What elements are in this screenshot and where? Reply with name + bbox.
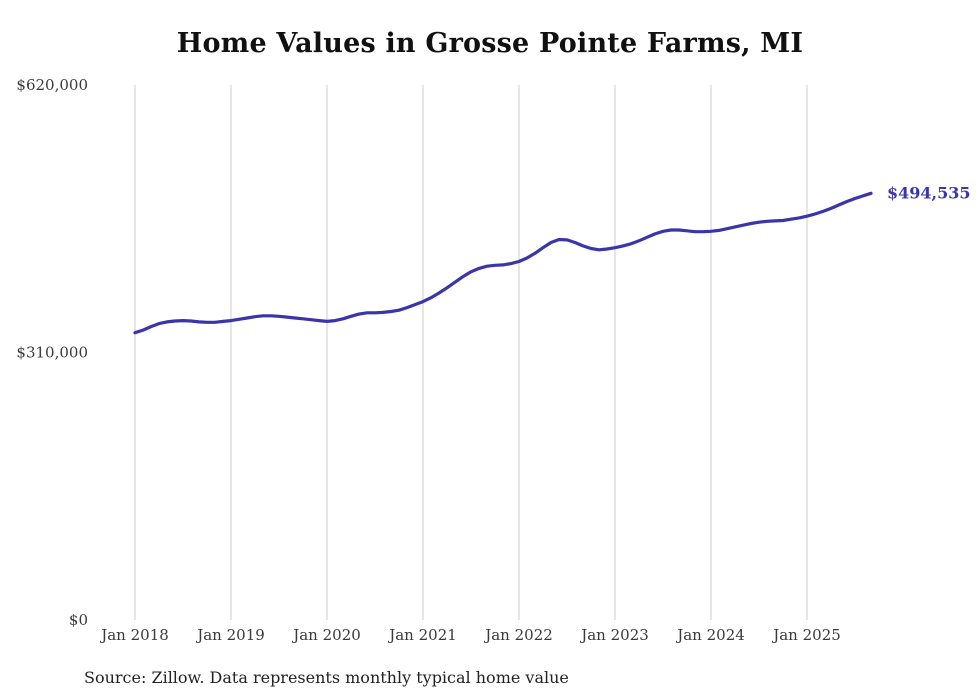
x-tick-label: Jan 2021 (387, 626, 457, 644)
home-value-line (133, 191, 873, 335)
x-tick-label: Jan 2023 (579, 626, 649, 644)
x-tick-label: Jan 2019 (195, 626, 265, 644)
x-tick-label: Jan 2018 (99, 626, 169, 644)
end-value-label: $494,535 (887, 183, 971, 202)
x-tick-label: Jan 2020 (291, 626, 361, 644)
chart-title: Home Values in Grosse Pointe Farms, MI (176, 28, 804, 59)
y-tick-label: $310,000 (16, 344, 88, 362)
x-tick-label: Jan 2024 (675, 626, 745, 644)
source-note: Source: Zillow. Data represents monthly … (84, 668, 569, 687)
x-tick-label: Jan 2022 (483, 626, 553, 644)
y-tick-label: $620,000 (16, 76, 88, 94)
x-tick-label: Jan 2025 (771, 626, 841, 644)
y-tick-label: $0 (69, 611, 88, 629)
